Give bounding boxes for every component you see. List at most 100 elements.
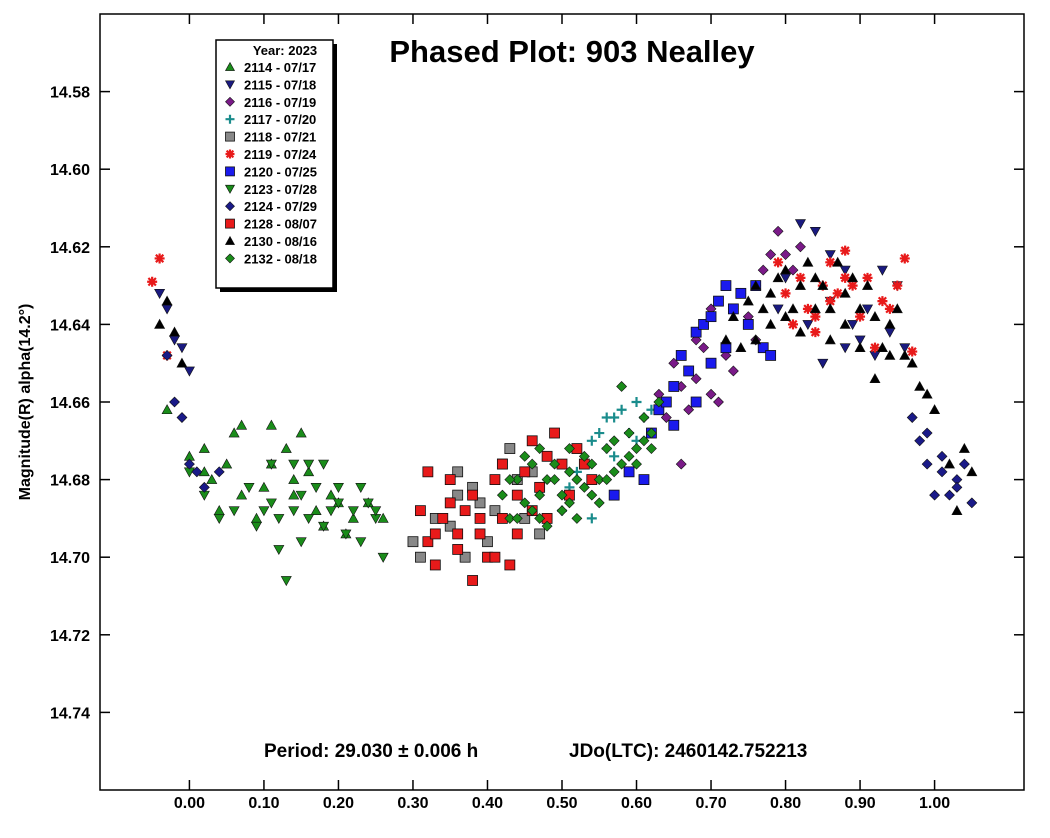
legend-marker <box>224 235 236 245</box>
data-point <box>511 474 523 486</box>
x-tick-label: 0.80 <box>770 795 801 812</box>
data-point <box>825 296 836 307</box>
data-point <box>511 512 523 524</box>
data-point <box>906 412 918 423</box>
data-point <box>958 442 970 453</box>
data-point <box>705 311 717 323</box>
data-point <box>727 365 739 377</box>
data-point <box>496 458 508 470</box>
data-point <box>623 427 635 439</box>
x-tick-label: 0.30 <box>397 795 428 812</box>
data-point <box>467 489 478 501</box>
data-point <box>690 396 702 408</box>
data-point <box>422 466 434 478</box>
data-point <box>594 428 605 439</box>
data-point <box>862 272 873 283</box>
data-point <box>489 551 501 563</box>
data-point <box>869 311 881 321</box>
data-point <box>616 458 628 470</box>
y-tick-label: 14.70 <box>50 550 90 567</box>
legend-entry-label: 2128 - 08/07 <box>244 217 317 232</box>
data-point <box>854 335 866 346</box>
data-point <box>854 342 866 352</box>
data-point <box>742 295 754 306</box>
data-point <box>951 481 963 493</box>
data-point <box>631 397 642 407</box>
data-point <box>519 450 531 462</box>
x-tick-label: 1.00 <box>919 795 950 812</box>
legend-entry-label: 2118 - 07/21 <box>244 130 316 145</box>
data-point <box>161 404 173 415</box>
series-group <box>608 280 777 501</box>
data-point <box>526 505 538 517</box>
data-point <box>213 514 225 525</box>
data-point <box>250 521 262 532</box>
legend-marker <box>225 166 235 177</box>
data-point <box>735 342 747 352</box>
data-point <box>675 458 687 470</box>
data-point <box>780 288 791 299</box>
data-point <box>794 326 806 337</box>
y-axis-label: Magnitude(R) alpha(14.2°) <box>17 304 34 501</box>
data-point <box>742 318 754 330</box>
series-group <box>183 459 389 587</box>
y-tick-label: 14.66 <box>50 395 90 412</box>
data-point <box>810 327 821 338</box>
data-points <box>147 219 978 587</box>
data-point <box>623 466 635 478</box>
data-point <box>847 280 858 291</box>
data-point <box>288 473 300 484</box>
data-point <box>645 427 657 439</box>
data-point <box>907 346 918 357</box>
data-point <box>161 350 173 361</box>
series-group <box>415 427 598 586</box>
data-point <box>750 334 762 345</box>
data-point <box>489 505 501 517</box>
data-point <box>810 311 821 322</box>
data-point <box>176 412 188 423</box>
data-point <box>943 458 955 469</box>
data-point <box>795 272 806 283</box>
data-point <box>780 249 791 260</box>
data-point <box>452 466 464 478</box>
data-point <box>586 435 597 446</box>
data-point <box>757 303 769 314</box>
legend-marker <box>224 80 236 90</box>
data-point <box>914 380 926 391</box>
data-point <box>817 358 829 369</box>
data-point <box>176 343 188 354</box>
data-point <box>780 264 792 275</box>
data-point <box>772 304 784 315</box>
data-point <box>541 450 553 462</box>
data-point <box>452 544 464 555</box>
x-tick-label: 0.70 <box>695 795 726 812</box>
data-point <box>534 528 546 540</box>
y-tick-label: 14.58 <box>50 85 90 102</box>
y-tick-label: 14.72 <box>50 628 90 645</box>
data-point <box>213 505 225 515</box>
data-point <box>511 489 523 501</box>
data-point <box>876 265 888 276</box>
data-point <box>198 442 210 453</box>
data-point <box>690 326 702 338</box>
data-point <box>638 474 650 486</box>
data-point <box>608 466 620 478</box>
series-group <box>161 350 978 509</box>
data-point <box>228 427 240 438</box>
data-point <box>273 514 285 525</box>
data-point <box>705 388 717 400</box>
data-point <box>787 264 799 276</box>
data-point <box>757 342 769 354</box>
data-point <box>370 506 382 517</box>
data-point <box>288 489 300 500</box>
data-point <box>147 276 158 287</box>
data-point <box>273 545 285 556</box>
data-point <box>377 552 389 563</box>
data-point <box>467 575 478 586</box>
data-point <box>631 458 642 470</box>
data-point <box>802 256 814 267</box>
data-point <box>549 474 560 486</box>
legend-entry-label: 2123 - 07/28 <box>244 182 317 197</box>
data-point <box>839 343 851 354</box>
